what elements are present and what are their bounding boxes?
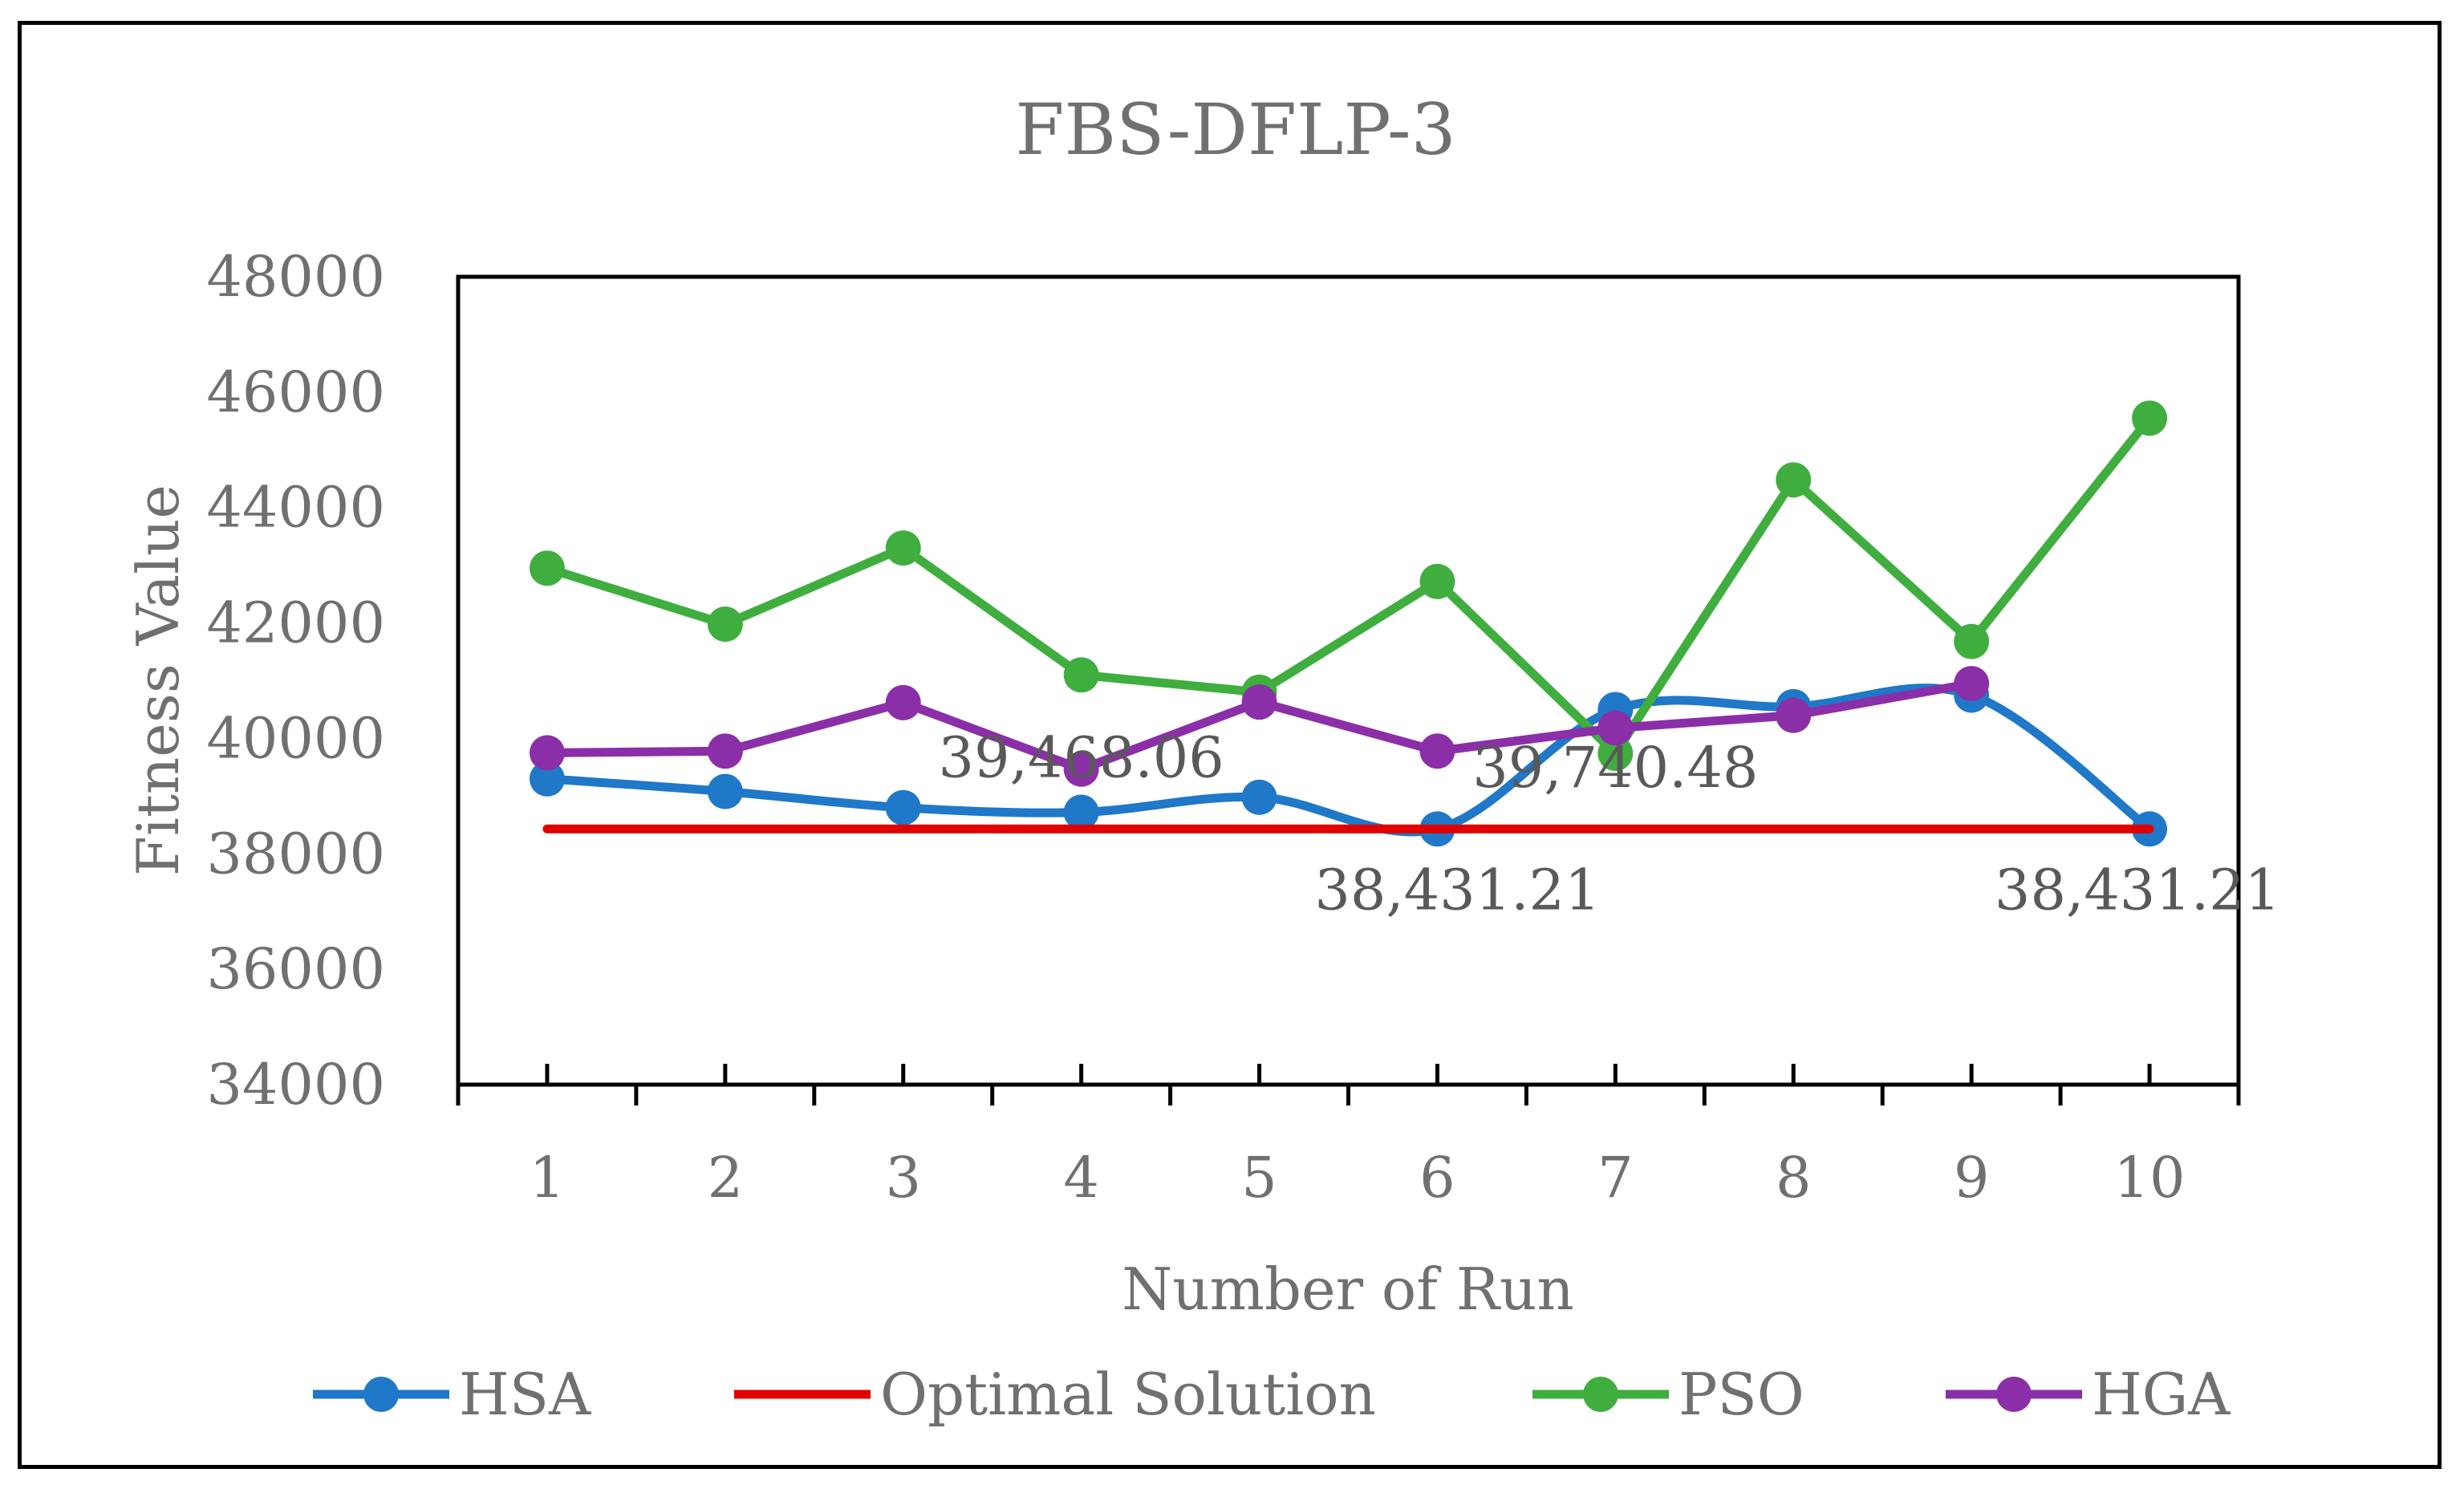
data-point bbox=[1776, 462, 1812, 498]
legend-item: HSA bbox=[313, 1361, 591, 1428]
data-point bbox=[707, 733, 743, 769]
legend-label: HGA bbox=[2092, 1361, 2231, 1428]
legend-marker bbox=[363, 1377, 399, 1412]
x-axis-label: Number of Run bbox=[1122, 1256, 1573, 1323]
data-point bbox=[529, 550, 565, 586]
x-tick-label: 2 bbox=[708, 1145, 744, 1211]
legend-item: Optimal Solution bbox=[734, 1361, 1376, 1428]
legend-marker bbox=[1583, 1377, 1618, 1412]
legend-label: HSA bbox=[459, 1361, 591, 1428]
legend-item: PSO bbox=[1532, 1361, 1804, 1428]
x-tick-label: 8 bbox=[1776, 1145, 1812, 1211]
y-tick-label: 34000 bbox=[206, 1052, 385, 1118]
series-layer bbox=[529, 400, 2168, 847]
data-point bbox=[1063, 794, 1099, 830]
x-tick-label: 9 bbox=[1954, 1145, 1990, 1211]
data-label: 39,468.06 bbox=[939, 725, 1224, 791]
data-point bbox=[1954, 623, 1990, 659]
x-tick-label: 1 bbox=[530, 1145, 566, 1211]
x-tick-label: 7 bbox=[1597, 1145, 1634, 1211]
data-point bbox=[885, 684, 921, 720]
x-tick-label: 3 bbox=[885, 1145, 921, 1211]
data-point bbox=[1597, 710, 1634, 746]
data-point bbox=[1063, 751, 1099, 787]
data-point bbox=[1597, 736, 1634, 772]
data-point bbox=[1954, 666, 1990, 702]
chart-frame bbox=[18, 21, 2442, 1469]
series-hga bbox=[529, 666, 1990, 787]
data-annotations: 39,468.06 39,740.48 38,431.21 38,431.21 bbox=[939, 725, 2281, 923]
y-tick-label: 38000 bbox=[206, 821, 385, 886]
x-tick-label: 5 bbox=[1241, 1145, 1277, 1211]
x-tick-label: 6 bbox=[1419, 1145, 1455, 1211]
legend-label: Optimal Solution bbox=[880, 1361, 1376, 1428]
data-point bbox=[707, 607, 743, 643]
data-label: 38,431.21 bbox=[1314, 857, 1600, 923]
data-point bbox=[529, 761, 565, 797]
y-tick-label: 44000 bbox=[206, 475, 385, 541]
data-point bbox=[707, 773, 743, 809]
series-line bbox=[542, 413, 2154, 758]
data-point bbox=[529, 735, 565, 771]
data-point bbox=[2132, 400, 2168, 436]
series-line bbox=[542, 684, 2154, 837]
data-point bbox=[1776, 697, 1812, 733]
y-tick-label: 42000 bbox=[206, 590, 385, 656]
y-axis-label: Fitness Value bbox=[124, 485, 192, 876]
legend-label: PSO bbox=[1679, 1361, 1804, 1428]
series-hsa bbox=[529, 677, 2168, 847]
series-pso bbox=[529, 400, 2168, 772]
data-label: 39,740.48 bbox=[1472, 735, 1758, 801]
y-tick-label: 46000 bbox=[206, 359, 385, 425]
y-tick-labels: 34000 36000 38000 40000 42000 44000 46000 48000 bbox=[206, 244, 385, 1118]
data-point bbox=[885, 530, 921, 566]
data-point bbox=[1241, 684, 1277, 720]
chart-title: FBS-DFLP-3 bbox=[1015, 88, 1455, 171]
data-point bbox=[1419, 733, 1455, 769]
x-tick-label: 4 bbox=[1063, 1145, 1099, 1211]
legend-item: HGA bbox=[1946, 1361, 2231, 1428]
y-tick-label: 40000 bbox=[206, 705, 385, 771]
y-tick-label: 48000 bbox=[206, 244, 385, 310]
x-tick-labels: 1 2 3 4 5 6 7 8 9 10 bbox=[530, 1145, 2186, 1211]
data-point bbox=[1419, 563, 1455, 599]
data-point bbox=[1241, 779, 1277, 815]
data-label: 38,431.21 bbox=[1995, 857, 2280, 923]
x-axis-tickmarks bbox=[456, 1064, 2241, 1106]
legend-marker bbox=[1996, 1377, 2032, 1412]
x-tick-label: 10 bbox=[2114, 1145, 2186, 1211]
data-point bbox=[885, 789, 921, 826]
legend: HSA Optimal Solution PSO HGA bbox=[313, 1361, 2231, 1428]
y-tick-label: 36000 bbox=[206, 936, 385, 1002]
data-point bbox=[1063, 657, 1099, 693]
